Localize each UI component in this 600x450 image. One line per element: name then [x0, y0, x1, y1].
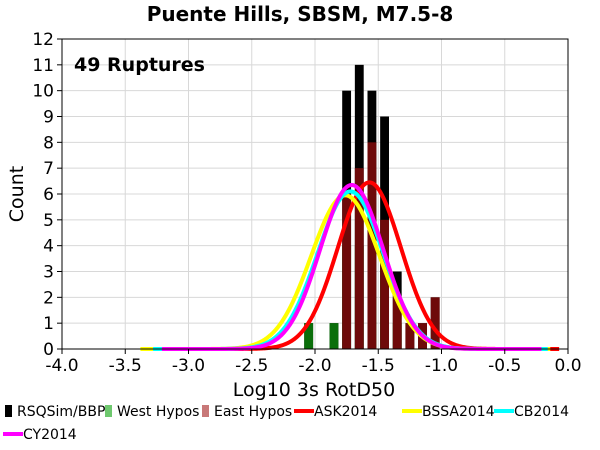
- y-tick-label: 4: [43, 237, 54, 257]
- legend-label: East Hypos: [214, 404, 292, 420]
- x-tick-label: -1.0: [425, 356, 458, 376]
- histogram-bar: [342, 194, 352, 349]
- histogram-bar: [329, 323, 339, 349]
- y-tick-label: 3: [43, 263, 54, 283]
- histogram-bar: [430, 297, 440, 349]
- x-tick-label: -4.0: [45, 356, 78, 376]
- x-tick-label: -1.5: [362, 356, 395, 376]
- y-tick-label: 12: [32, 30, 54, 50]
- histogram-bars: [304, 64, 440, 350]
- y-tick-label: 7: [43, 159, 54, 179]
- histogram-bar: [304, 323, 314, 349]
- legend-label: CB2014: [514, 404, 569, 420]
- histogram-bar: [367, 142, 377, 349]
- legend-swatch: [5, 405, 12, 417]
- grid: [62, 39, 568, 349]
- y-tick-label: 10: [32, 82, 54, 102]
- x-tick-label: -2.5: [235, 356, 268, 376]
- x-tick-label: -2.0: [298, 356, 331, 376]
- histogram-bar: [405, 323, 415, 349]
- y-tick-label: 6: [43, 185, 54, 205]
- x-tick-label: -3.5: [109, 356, 142, 376]
- legend-label: ASK2014: [314, 404, 377, 420]
- rupture-count-annotation: 49 Ruptures: [74, 54, 205, 76]
- x-tick-label: 0.0: [554, 356, 581, 376]
- histogram-bar: [380, 219, 390, 349]
- y-tick-label: 0: [43, 340, 54, 360]
- legend-swatch: [202, 405, 209, 417]
- legend-swatch: [105, 405, 112, 417]
- y-axis-title: Count: [6, 166, 28, 222]
- y-tick-label: 2: [43, 288, 54, 308]
- legend-label: RSQSim/BBP: [17, 404, 105, 420]
- chart-title: Puente Hills, SBSM, M7.5-8: [147, 2, 454, 26]
- legend-label: BSSA2014: [422, 404, 495, 420]
- x-axis-title: Log10 3s RotD50: [233, 379, 395, 401]
- y-tick-label: 9: [43, 108, 54, 128]
- x-tick-label: -3.0: [172, 356, 205, 376]
- y-tick-label: 11: [32, 56, 54, 76]
- x-tick-label: -0.5: [488, 356, 521, 376]
- y-tick-label: 1: [43, 314, 54, 334]
- legend: RSQSim/BBP West Hypos East Hypos ASK2014 BSS…: [3, 404, 569, 443]
- y-tick-label: 8: [43, 133, 54, 153]
- histogram-bar: [354, 168, 364, 349]
- axis-ticks: -4.0 -3.5 -3.0 -2.5 -2.0 -1.5 -1.0 -0.5 0.001234…: [32, 30, 581, 376]
- legend-label: West Hypos: [117, 404, 199, 420]
- legend-label: CY2014: [23, 427, 77, 443]
- histogram-bar: [392, 297, 402, 349]
- y-tick-label: 5: [43, 211, 54, 231]
